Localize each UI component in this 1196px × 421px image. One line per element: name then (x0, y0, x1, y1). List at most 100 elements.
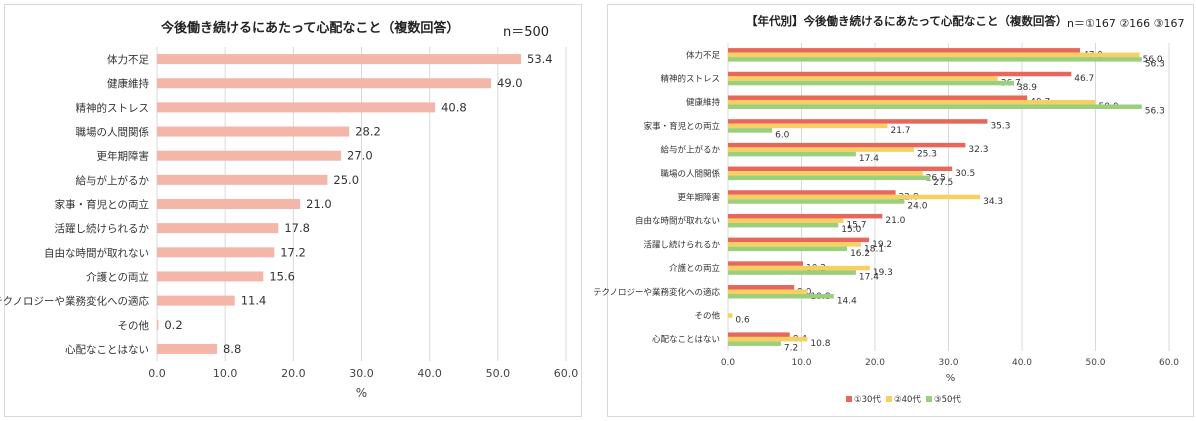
bar-2 (728, 52, 1140, 58)
age-group-sample-size: n＝①167 ②166 ③167 (1067, 17, 1185, 30)
x-tick-label: 50.0 (1085, 358, 1105, 368)
category-label: 精神的ストレス (660, 74, 720, 85)
bar (157, 102, 436, 113)
age-group-chart-panel: 【年代別】今後働き続けるにあたって心配なこと（複数回答） n＝①167 ②166… (593, 4, 1194, 417)
bar (157, 271, 264, 282)
bar-3 (728, 199, 905, 204)
bar-3 (728, 175, 931, 181)
x-tick-label: 10.0 (213, 367, 238, 380)
bar-1 (728, 285, 795, 290)
data-label: 10.8 (810, 339, 830, 349)
data-label: 26.5 (926, 173, 946, 183)
bar (157, 343, 217, 354)
x-tick-label: 60.0 (554, 367, 579, 380)
bar (157, 126, 350, 137)
legend-swatch (926, 396, 932, 402)
data-label: 27.5 (933, 178, 953, 188)
bar-1 (728, 95, 1028, 100)
data-label: 56.3 (1145, 59, 1165, 69)
category-label: 給与が上がるか (660, 145, 720, 156)
data-label: 53.4 (527, 52, 553, 66)
bar-2 (728, 242, 862, 247)
x-tick-label: 0.0 (148, 367, 166, 380)
x-axis-label: % (946, 373, 956, 384)
data-label: 40.8 (441, 100, 467, 114)
data-label: 17.4 (859, 154, 879, 164)
bar (157, 150, 342, 161)
x-tick-label: 0.0 (721, 358, 736, 368)
bar-2 (728, 99, 1096, 105)
x-tick-label: 30.0 (349, 367, 374, 380)
data-label: 30.5 (955, 169, 975, 179)
data-label: 28.2 (355, 125, 381, 139)
bar (157, 319, 159, 330)
category-label: 家事・育児との両立 (55, 198, 149, 211)
x-tick-label: 60.0 (1159, 358, 1179, 368)
data-label: 49.0 (497, 76, 523, 90)
category-label: その他 (118, 319, 150, 332)
data-label: 17.8 (284, 221, 310, 235)
data-label: 0.6 (735, 315, 750, 325)
x-axis-label: % (356, 386, 367, 400)
x-tick-label: 10.0 (791, 358, 811, 368)
bar-3 (728, 151, 856, 157)
bar-2 (728, 289, 808, 295)
bar-2 (728, 147, 914, 152)
bar-1 (728, 332, 790, 337)
category-label: 精神的ストレス (76, 101, 150, 114)
category-label: 体力不足 (107, 53, 149, 66)
data-label: 6.0 (775, 130, 790, 140)
x-tick-label: 40.0 (1012, 358, 1032, 368)
bar-3 (728, 294, 834, 299)
data-label: 15.6 (269, 269, 295, 283)
bar-3 (728, 128, 773, 133)
data-label: 24.0 (907, 202, 927, 212)
bar-1 (728, 166, 953, 172)
category-label: 更年期障害 (97, 150, 150, 163)
data-label: 46.7 (1074, 74, 1094, 84)
data-label: 11.4 (241, 294, 267, 308)
bar (157, 78, 492, 89)
bar-3 (728, 341, 781, 346)
overall-sample-size: n＝500 (503, 25, 550, 40)
data-label: 16.2 (850, 249, 870, 259)
category-label: 活躍し続けられるか (643, 239, 720, 250)
bar-1 (728, 71, 1072, 77)
bar-1 (728, 261, 803, 266)
bar-3 (728, 57, 1142, 62)
bar-2 (728, 171, 923, 176)
category-label: 活躍し続けられるか (55, 222, 150, 235)
legend-label: ③50代 (934, 394, 961, 405)
data-label: 15.7 (846, 221, 866, 231)
category-label: テクノロジーや業務変化への適応 (0, 295, 149, 308)
bar-1 (728, 142, 966, 148)
x-tick-label: 20.0 (281, 367, 306, 380)
data-label: 25.3 (917, 150, 937, 160)
data-label: 0.2 (164, 318, 182, 332)
overall-bar-chart: 0.0 10.0 20.0 30.0 40.0 50.0 60.0% 体力不足 53.4 健康維持… (0, 47, 579, 400)
bar-1 (728, 119, 988, 124)
data-label: 32.3 (968, 145, 988, 155)
data-label: 19.3 (873, 268, 893, 278)
data-label: 15.0 (841, 225, 861, 235)
data-label: 17.4 (859, 273, 879, 283)
category-label: 家事・育児との両立 (644, 121, 721, 132)
age-group-bar-chart: 0.010.020.030.040.050.060.0%体力不足47.956.0… (593, 43, 1179, 405)
bar-2 (728, 123, 888, 129)
bar-2 (728, 194, 981, 200)
x-tick-label: 30.0 (938, 358, 958, 368)
data-label: 21.7 (890, 126, 910, 136)
bar-2 (728, 336, 808, 342)
bar (157, 247, 275, 258)
data-label: 8.8 (223, 342, 241, 356)
data-label: 17.2 (280, 245, 306, 259)
bar (157, 223, 279, 234)
legend-label: ①30代 (854, 394, 881, 405)
category-label: 介護との両立 (86, 270, 149, 283)
category-label: 職場の人間関係 (660, 168, 720, 179)
data-label: 21.0 (306, 197, 332, 211)
bar-1 (728, 237, 870, 243)
x-tick-label: 40.0 (417, 367, 442, 380)
category-label: 自由な時間が取れない (635, 216, 720, 227)
category-label: テクノロジーや業務変化への適応 (593, 287, 720, 298)
